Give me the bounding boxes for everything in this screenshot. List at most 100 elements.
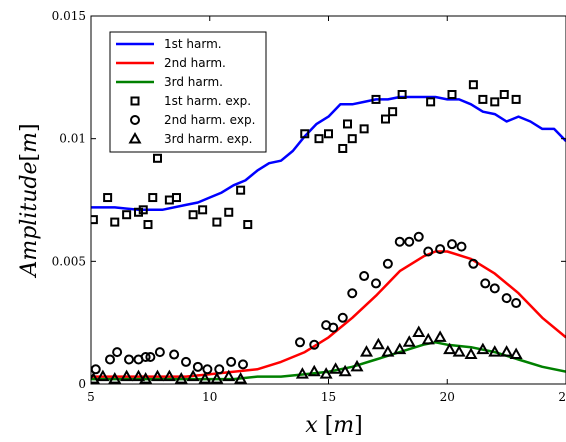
data-point-3rd-harm-exp bbox=[421, 332, 435, 345]
legend-label-3rd-harm: 3rd harm. bbox=[164, 75, 223, 89]
data-point-1st-harm-exp bbox=[338, 143, 348, 153]
data-point-2nd-harm-exp bbox=[468, 258, 479, 269]
data-point-1st-harm-exp bbox=[343, 119, 352, 129]
data-point-2nd-harm-exp bbox=[382, 258, 393, 269]
data-point-3rd-harm-exp bbox=[329, 362, 343, 374]
data-point-2nd-harm-exp bbox=[295, 337, 305, 348]
data-point-1st-harm-exp bbox=[143, 220, 153, 230]
data-point-1st-harm-exp bbox=[103, 193, 113, 203]
data-point-2nd-harm-exp bbox=[140, 352, 151, 363]
data-point-1st-harm-exp bbox=[468, 80, 478, 90]
data-point-1st-harm-exp bbox=[511, 94, 521, 104]
legend-swatch-2nd-harm-exp bbox=[130, 115, 140, 125]
data-point-3rd-harm-exp bbox=[96, 369, 110, 382]
data-point-2nd-harm-exp bbox=[154, 347, 165, 358]
y-axis-label: Amplitude[m] bbox=[17, 123, 42, 278]
data-point-3rd-harm-exp bbox=[350, 359, 364, 372]
data-point-2nd-harm-exp bbox=[404, 236, 415, 247]
data-point-2nd-harm-exp bbox=[105, 354, 115, 365]
data-point-2nd-harm-exp bbox=[501, 293, 512, 304]
x-axis-label-unit: m bbox=[333, 413, 354, 438]
data-point-1st-harm-exp bbox=[371, 94, 381, 104]
data-point-2nd-harm-exp bbox=[359, 271, 370, 282]
y-tick-label: 0 bbox=[78, 377, 86, 391]
data-point-3rd-harm-exp bbox=[150, 369, 165, 382]
x-tick-label: 25 bbox=[558, 390, 566, 404]
data-point-1st-harm-exp bbox=[224, 207, 234, 217]
data-point-1st-harm-exp bbox=[91, 215, 98, 225]
legend-box bbox=[109, 31, 267, 153]
data-point-1st-harm-exp bbox=[397, 90, 407, 100]
series-line-2nd-harm bbox=[91, 250, 566, 378]
data-point-2nd-harm-exp bbox=[145, 352, 156, 363]
data-point-1st-harm-exp bbox=[172, 193, 181, 203]
data-point-2nd-harm-exp bbox=[423, 246, 434, 257]
data-point-3rd-harm-exp bbox=[476, 342, 490, 355]
data-point-1st-harm-exp bbox=[426, 97, 436, 107]
data-point-3rd-harm-exp bbox=[452, 345, 466, 357]
data-point-1st-harm-exp bbox=[314, 134, 324, 144]
data-point-3rd-harm-exp bbox=[464, 347, 478, 360]
data-point-3rd-harm-exp bbox=[319, 367, 333, 379]
data-point-1st-harm-exp bbox=[164, 195, 174, 205]
data-point-2nd-harm-exp bbox=[413, 231, 424, 242]
legend-label-1st-harm-exp: 1st harm. exp. bbox=[164, 94, 251, 108]
y-tick-label: 0.005 bbox=[52, 254, 86, 268]
data-point-1st-harm-exp bbox=[188, 210, 198, 220]
data-point-1st-harm-exp bbox=[243, 220, 253, 230]
legend-label-3rd-harm-exp: 3rd harm. exp. bbox=[164, 132, 253, 146]
ticks: 5 10 15 20 25 0 0.005 0.01 0.015 bbox=[52, 9, 566, 404]
data-point-1st-harm-exp bbox=[478, 94, 488, 104]
y-tick-label: 0.01 bbox=[59, 132, 86, 146]
data-point-3rd-harm-exp bbox=[108, 372, 122, 384]
data-point-3rd-harm-exp bbox=[381, 345, 395, 357]
data-point-2nd-harm-exp bbox=[371, 278, 381, 289]
x-tick-label: 15 bbox=[321, 390, 336, 404]
data-point-2nd-harm-exp bbox=[456, 241, 467, 252]
data-point-3rd-harm-exp bbox=[500, 345, 514, 357]
data-point-3rd-harm-exp bbox=[162, 369, 176, 382]
legend-swatch-1st-harm-exp bbox=[130, 96, 140, 106]
data-point-3rd-harm-exp bbox=[131, 369, 146, 382]
data-point-3rd-harm-exp bbox=[307, 364, 321, 377]
data-point-1st-harm-exp bbox=[324, 129, 333, 139]
data-point-1st-harm-exp bbox=[388, 107, 398, 117]
data-point-2nd-harm-exp bbox=[192, 361, 203, 372]
data-point-3rd-harm-exp bbox=[234, 372, 248, 384]
data-point-1st-harm-exp bbox=[134, 207, 143, 217]
data-point-1st-harm-exp bbox=[359, 124, 369, 134]
data-point-3rd-harm-exp bbox=[393, 342, 407, 355]
data-point-3rd-harm-exp bbox=[371, 337, 385, 350]
data-point-1st-harm-exp bbox=[447, 90, 457, 100]
y-tick-label: 0.015 bbox=[52, 9, 86, 23]
data-point-3rd-harm-exp bbox=[295, 367, 309, 379]
legend-label-1st-harm: 1st harm. bbox=[164, 37, 222, 51]
legend-label-2nd-harm: 2nd harm. bbox=[164, 56, 226, 70]
data-point-2nd-harm-exp bbox=[124, 354, 134, 365]
data-point-2nd-harm-exp bbox=[226, 356, 237, 367]
legend-swatch-3rd-harm-exp bbox=[128, 131, 142, 144]
data-point-3rd-harm-exp bbox=[338, 364, 352, 377]
data-point-2nd-harm-exp bbox=[112, 347, 123, 358]
data-point-1st-harm-exp bbox=[490, 97, 500, 107]
data-point-2nd-harm-exp bbox=[169, 349, 180, 360]
data-point-2nd-harm-exp bbox=[238, 359, 248, 370]
data-point-1st-harm-exp bbox=[110, 217, 120, 227]
data-point-1st-harm-exp bbox=[198, 205, 208, 215]
data-point-1st-harm-exp bbox=[138, 205, 148, 215]
y-axis-label-unit: m bbox=[17, 132, 42, 153]
data-point-1st-harm-exp bbox=[122, 210, 132, 220]
data-point-3rd-harm-exp bbox=[509, 347, 523, 360]
data-point-1st-harm-exp bbox=[347, 134, 357, 144]
data-point-1st-harm-exp bbox=[499, 90, 509, 100]
series-markers bbox=[91, 80, 523, 384]
data-point-1st-harm-exp bbox=[381, 114, 390, 124]
data-point-3rd-harm-exp bbox=[443, 342, 457, 355]
data-point-2nd-harm-exp bbox=[337, 312, 348, 323]
data-point-2nd-harm-exp bbox=[394, 236, 405, 247]
data-point-2nd-harm-exp bbox=[181, 356, 191, 367]
data-point-2nd-harm-exp bbox=[328, 322, 339, 333]
y-axis-label-var: Amplitude bbox=[17, 162, 42, 279]
data-point-3rd-harm-exp bbox=[210, 372, 224, 384]
